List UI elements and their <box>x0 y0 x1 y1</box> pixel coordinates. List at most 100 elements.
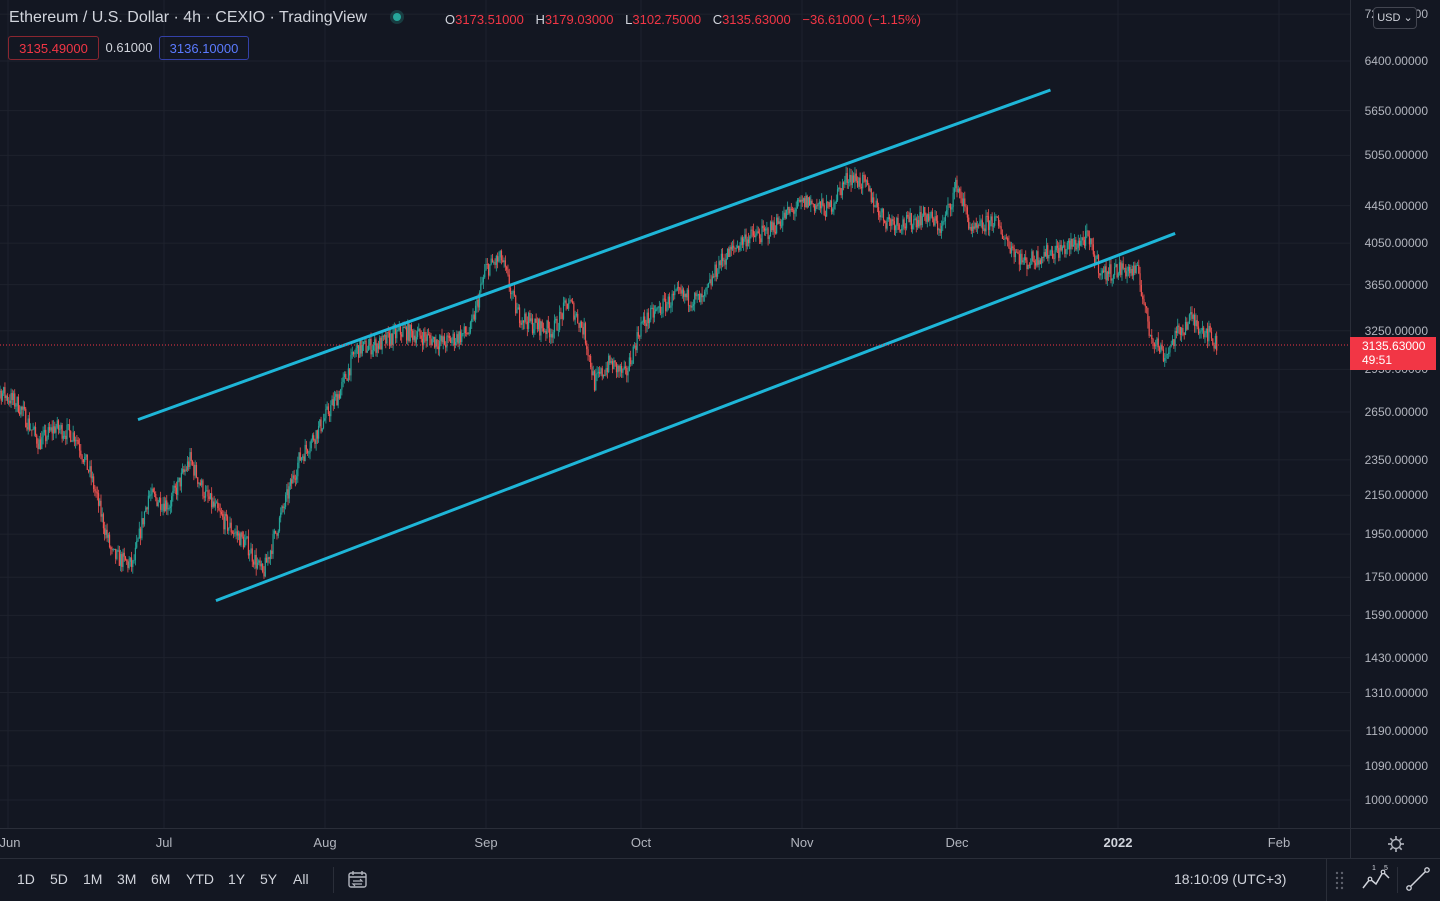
candle-body <box>1156 338 1158 346</box>
candle-body <box>63 435 66 437</box>
candle-body <box>183 469 185 472</box>
range-button-1y[interactable]: 1Y <box>228 871 246 887</box>
candle-body <box>104 528 106 535</box>
candle-body <box>841 182 844 196</box>
candle-body <box>390 333 392 346</box>
candle-body <box>828 202 830 207</box>
range-button-3m[interactable]: 3M <box>117 871 137 887</box>
candle-body <box>45 429 47 442</box>
candle-body <box>224 513 226 530</box>
candle-body <box>880 212 882 218</box>
candle-body <box>901 228 903 231</box>
candle-body <box>309 448 311 453</box>
candle-body <box>1023 257 1026 261</box>
candle-body <box>1050 250 1053 252</box>
candle-body <box>1208 325 1210 342</box>
symbol-title[interactable]: Ethereum / U.S. Dollar · 4h · CEXIO · Tr… <box>9 9 368 26</box>
clock-timezone[interactable]: 18:10:09 (UTC+3) <box>1174 871 1287 887</box>
candle-body <box>547 320 549 329</box>
candle-body <box>1016 251 1018 253</box>
candle-body <box>811 200 813 204</box>
candle-body <box>849 174 851 183</box>
last-price-value: 3135.63000 <box>1362 339 1426 353</box>
candle-body <box>235 531 237 533</box>
candle-body <box>1018 254 1020 265</box>
candle-body <box>511 292 513 295</box>
candle-body <box>1020 253 1022 265</box>
candle-body <box>628 357 630 371</box>
candle-body <box>710 279 712 286</box>
trendline-icon[interactable] <box>1405 866 1431 892</box>
candle-body <box>863 175 865 176</box>
candle-body <box>597 371 599 373</box>
candle-body <box>188 461 190 467</box>
candle-body <box>858 177 860 187</box>
candle-body <box>717 273 719 277</box>
range-button-1m[interactable]: 1M <box>83 871 103 887</box>
candle-body <box>1181 328 1183 335</box>
candle-body <box>595 374 597 391</box>
candle-body <box>1075 239 1077 250</box>
candle-body <box>864 175 866 182</box>
candle-body <box>350 354 352 376</box>
range-button-5d[interactable]: 5D <box>50 871 68 887</box>
candle-body <box>783 212 785 218</box>
candle-body <box>1078 240 1081 246</box>
candle-body <box>509 288 512 295</box>
candle-body <box>239 533 241 546</box>
price-tick-label: 1310.00000 <box>1364 685 1428 700</box>
candle-body <box>1171 339 1174 345</box>
candle-body <box>730 246 732 250</box>
candle-body <box>796 200 799 209</box>
candle-body <box>925 215 927 222</box>
candle-body <box>330 405 332 417</box>
candle-body <box>503 260 505 263</box>
candle-body <box>773 222 775 232</box>
range-button-6m[interactable]: 6M <box>151 871 171 887</box>
chart-settings-corner[interactable] <box>1350 828 1440 858</box>
range-button-all[interactable]: All <box>293 871 309 887</box>
candle-body <box>508 274 510 289</box>
candle-body <box>695 293 697 296</box>
range-button-ytd[interactable]: YTD <box>186 871 214 887</box>
candle-body <box>299 452 301 461</box>
chart-pane[interactable]: Ethereum / U.S. Dollar · 4h · CEXIO · Tr… <box>0 0 1350 828</box>
candle-body <box>1168 352 1170 354</box>
bid-price-button[interactable]: 3135.49000 <box>8 36 99 60</box>
candle-body <box>278 517 281 531</box>
price-axis[interactable]: 7200.000006400.000005650.000005050.00000… <box>1350 0 1440 828</box>
drag-handle-icon[interactable] <box>1335 870 1345 890</box>
candle-body <box>801 199 803 202</box>
candle-body <box>386 332 388 344</box>
price-chart[interactable] <box>0 0 1350 828</box>
time-axis[interactable]: Jun Jul Aug Sep Oct Nov Dec 2022 Feb <box>0 828 1350 858</box>
ohlc-values: O3173.51000 H3179.03000 L3102.75000 C313… <box>445 12 929 27</box>
candle-body <box>812 203 814 205</box>
candle-body <box>1012 246 1014 249</box>
candle-body <box>6 395 8 401</box>
candle-body <box>195 465 198 478</box>
candle-body <box>1061 246 1063 251</box>
indicator-chart-icon[interactable]: 1 5 <box>1361 864 1391 892</box>
price-tick-label: 1090.00000 <box>1364 758 1428 773</box>
compare-range-icon[interactable] <box>347 870 369 890</box>
currency-select[interactable]: USD ⌄ <box>1373 7 1417 29</box>
candle-body <box>1149 335 1152 336</box>
ask-price-button[interactable]: 3136.10000 <box>159 36 249 60</box>
candle-body <box>838 187 840 190</box>
candle-body <box>62 435 64 439</box>
candle-body <box>539 319 541 336</box>
candle-body <box>904 226 906 229</box>
range-button-1d[interactable]: 1D <box>17 871 35 887</box>
candle-body <box>337 394 339 406</box>
gear-icon[interactable] <box>1387 835 1405 853</box>
candle-body <box>67 424 69 426</box>
candle-body <box>533 329 535 334</box>
candle-body <box>94 489 96 492</box>
candle-body <box>642 316 645 322</box>
range-button-5y[interactable]: 5Y <box>260 871 278 887</box>
symbol-legend[interactable]: Ethereum / U.S. Dollar · 4h · CEXIO · Tr… <box>9 9 415 29</box>
candle-body <box>16 397 18 406</box>
candle-body <box>502 260 504 263</box>
candle-body <box>1152 339 1154 344</box>
